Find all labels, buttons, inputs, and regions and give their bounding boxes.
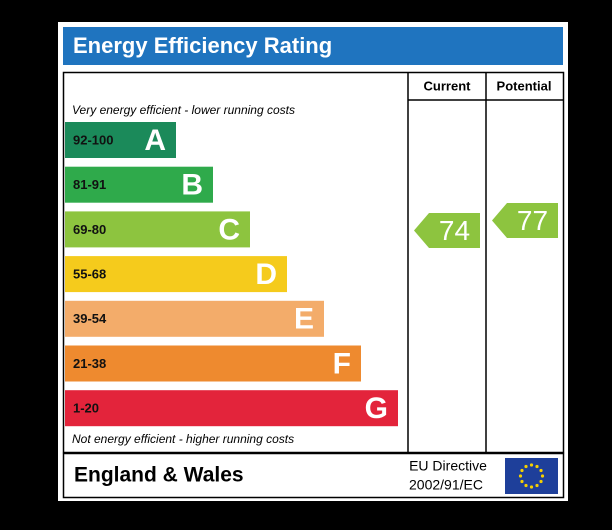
eu-star [524, 464, 528, 469]
rating-value: 77 [517, 205, 548, 236]
eu-star [539, 468, 543, 473]
band-bar [65, 256, 287, 293]
region: England & Wales [74, 464, 244, 487]
band-range: 21-38 [73, 356, 106, 371]
rating-value: 74 [439, 215, 470, 246]
eu-star [540, 474, 545, 478]
band-bar [65, 390, 398, 427]
band-range: 92-100 [73, 132, 113, 147]
band-letter: F [333, 347, 351, 380]
band-bar [65, 345, 361, 382]
directive: EU Directive [409, 458, 487, 474]
eu-star [535, 464, 539, 469]
rating-arrow [492, 203, 558, 238]
column-header: Current [424, 78, 472, 93]
band-bar [65, 211, 250, 248]
eu-star [524, 483, 528, 488]
band-bar [65, 166, 213, 203]
eu-star [539, 479, 543, 484]
band-bar [65, 300, 324, 337]
band-bar [65, 122, 176, 158]
bottom-note: Not energy efficient - higher running co… [72, 432, 294, 446]
eu-flag [505, 458, 558, 494]
band-letter: D [255, 258, 277, 291]
band-range: 55-68 [73, 267, 106, 282]
eu-star [520, 468, 524, 473]
eu-star [520, 479, 524, 484]
band-range: 81-91 [73, 177, 106, 192]
directive: 2002/91/EC [409, 477, 483, 493]
eu-star [518, 474, 523, 478]
column-header: Potential [497, 78, 552, 93]
top-note: Very energy efficient - lower running co… [72, 103, 295, 117]
eu-star [535, 483, 539, 488]
footer-frame [62, 452, 565, 499]
rating-arrow [414, 213, 480, 248]
band-letter: G [365, 392, 388, 425]
band-range: 39-54 [73, 311, 107, 326]
title-bar [63, 27, 563, 65]
title: Energy Efficiency Rating [73, 33, 332, 58]
band-letter: B [181, 169, 203, 202]
main-frame [62, 71, 565, 454]
band-letter: C [218, 213, 240, 246]
band-range: 69-80 [73, 222, 106, 237]
eu-star [529, 463, 534, 467]
band-letter: A [144, 124, 166, 157]
band-letter: E [294, 303, 314, 336]
band-range: 1-20 [73, 401, 99, 416]
eu-star [529, 485, 534, 489]
